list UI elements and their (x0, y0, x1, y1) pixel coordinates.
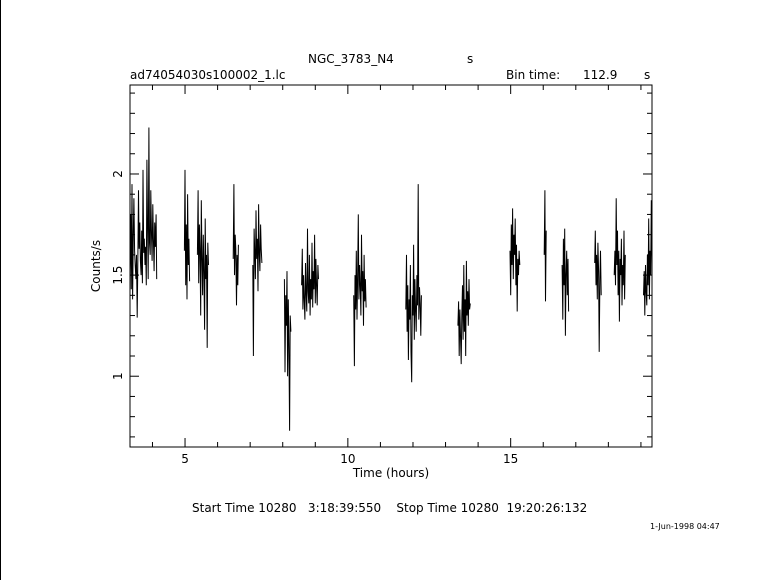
light-curve-segment (301, 228, 319, 320)
light-curve-segment (457, 260, 471, 365)
bin-time-value: 112.9 (583, 68, 618, 82)
x-tick-label: 15 (503, 452, 518, 466)
y-tick-label: 1.5 (111, 266, 125, 285)
plot-frame (129, 84, 653, 448)
object-flag: s (467, 52, 474, 66)
light-curve-segment (509, 208, 521, 312)
x-tick-label: 5 (181, 452, 189, 466)
light-curve-segment (232, 184, 239, 306)
light-curve-segment (353, 214, 367, 367)
light-curve-segment (561, 228, 570, 336)
y-axis-label: Counts/s (89, 240, 103, 292)
light-curve-segment (643, 200, 653, 316)
y-tick-label: 2 (111, 170, 125, 178)
x-axis-label: Time (hours) (352, 466, 429, 480)
x-tick-label: 10 (340, 452, 355, 466)
bin-time-label: Bin time: (506, 68, 561, 82)
light-curve-segment (183, 169, 191, 300)
light-curve-segment (594, 230, 602, 352)
date-stamp: 1-Jun-1998 04:47 (650, 522, 720, 531)
light-curve-segment (613, 198, 626, 322)
bin-time-unit: s (644, 68, 651, 82)
time-range-footer: Start Time 10280 3:18:39:550 Stop Time 1… (192, 501, 588, 515)
light-curve-segment (405, 184, 422, 383)
light-curve-segment (129, 127, 158, 318)
light-curve-segment (543, 190, 547, 302)
y-tick-label: 1 (111, 372, 125, 380)
left-border-line (0, 0, 1, 580)
object-name: NGC_3783_N4 (308, 52, 394, 66)
file-name: ad74054030s100002_1.lc (130, 68, 286, 82)
light-curve-segment (196, 190, 209, 348)
light-curve-segment (283, 271, 292, 431)
light-curve-segment (252, 204, 263, 357)
